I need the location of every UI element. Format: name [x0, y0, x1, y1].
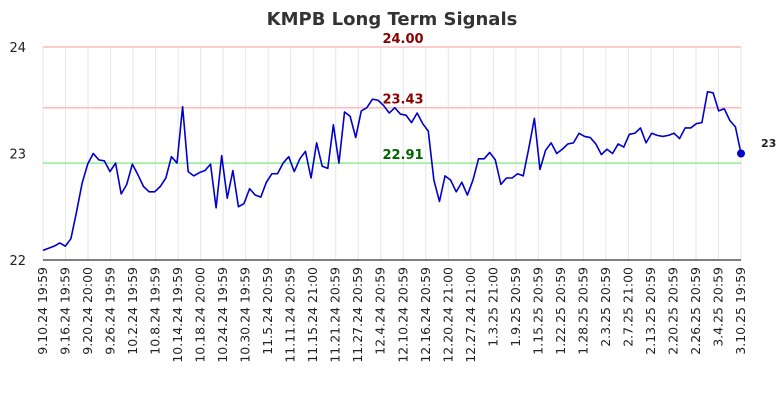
horizontal-reference-lines: 24.00 23.43 22.91: [43, 32, 741, 164]
x-tick-label: 1.9.25 20:59: [508, 267, 523, 347]
x-tick-label: 12.16.24 20:59: [418, 267, 433, 363]
x-tick-label: 1.3.25 21:00: [485, 267, 500, 347]
y-tick-label: 22: [9, 254, 26, 269]
x-tick-label: 2.7.25 21:00: [620, 267, 635, 347]
x-tick-label: 12.20.24 21:00: [440, 267, 455, 363]
x-tick-label: 12.10.24 20:59: [395, 267, 410, 363]
x-tick-label: 12.4.24 20:59: [373, 267, 388, 355]
x-tick-label: 10.8.24 19:59: [148, 267, 163, 355]
x-tick-label: 12.27.24 21:00: [463, 267, 478, 363]
x-tick-label: 10.30.24 19:59: [238, 267, 253, 363]
x-tick-label: 11.27.24 20:59: [350, 267, 365, 363]
x-tick-label: 9.20.24 20:00: [80, 267, 95, 355]
x-tick-label: 2.26.25 20:59: [688, 267, 703, 355]
series-line: [42, 90, 742, 252]
x-tick-label: 11.15.24 21:00: [305, 267, 320, 363]
x-axis-ticks: 9.10.24 19:59 9.16.24 19:59 9.20.24 20:00 9…: [35, 267, 748, 363]
y-tick-label: 24: [9, 41, 26, 56]
x-tick-label: 10.2.24 19:59: [125, 267, 140, 355]
x-tick-label: 1.15.25 20:59: [530, 267, 545, 355]
x-tick-label: 11.21.24 20:59: [328, 267, 343, 363]
chart-title: KMPB Long Term Signals: [267, 9, 518, 30]
x-tick-label: 9.16.24 19:59: [58, 267, 73, 355]
x-tick-label: 2.13.25 20:59: [643, 267, 658, 355]
last-value-label: 23: [761, 137, 776, 150]
x-tick-label: 2.3.25 20:59: [598, 267, 613, 347]
x-tick-label: 3.10.25 19:59: [733, 267, 748, 355]
x-tick-label: 9.26.24 19:59: [103, 267, 118, 355]
reference-line-label: 23.43: [382, 93, 423, 108]
x-gridlines: [42, 47, 742, 260]
y-tick-label: 23: [9, 148, 26, 163]
x-tick-label: 10.24.24 19:59: [215, 267, 230, 363]
x-tick-label: 1.28.25 20:59: [575, 267, 590, 355]
x-tick-label: 10.14.24 19:59: [170, 267, 185, 363]
x-tick-label: 11.11.24 20:59: [283, 267, 298, 363]
x-tick-label: 2.20.25 20:59: [665, 267, 680, 355]
reference-line-label: 24.00: [382, 32, 423, 47]
y-axis-ticks: 22 23 24: [9, 41, 26, 269]
x-tick-label: 1.22.25 20:59: [553, 267, 568, 355]
x-tick-label: 3.4.25 20:59: [710, 267, 725, 347]
x-tick-label: 11.5.24 20:59: [260, 267, 275, 355]
reference-line-label: 22.91: [382, 148, 423, 163]
x-tick-label: 9.10.24 19:59: [35, 267, 50, 355]
last-point-marker: [737, 149, 745, 158]
x-tick-label: 10.18.24 20:00: [193, 267, 208, 363]
